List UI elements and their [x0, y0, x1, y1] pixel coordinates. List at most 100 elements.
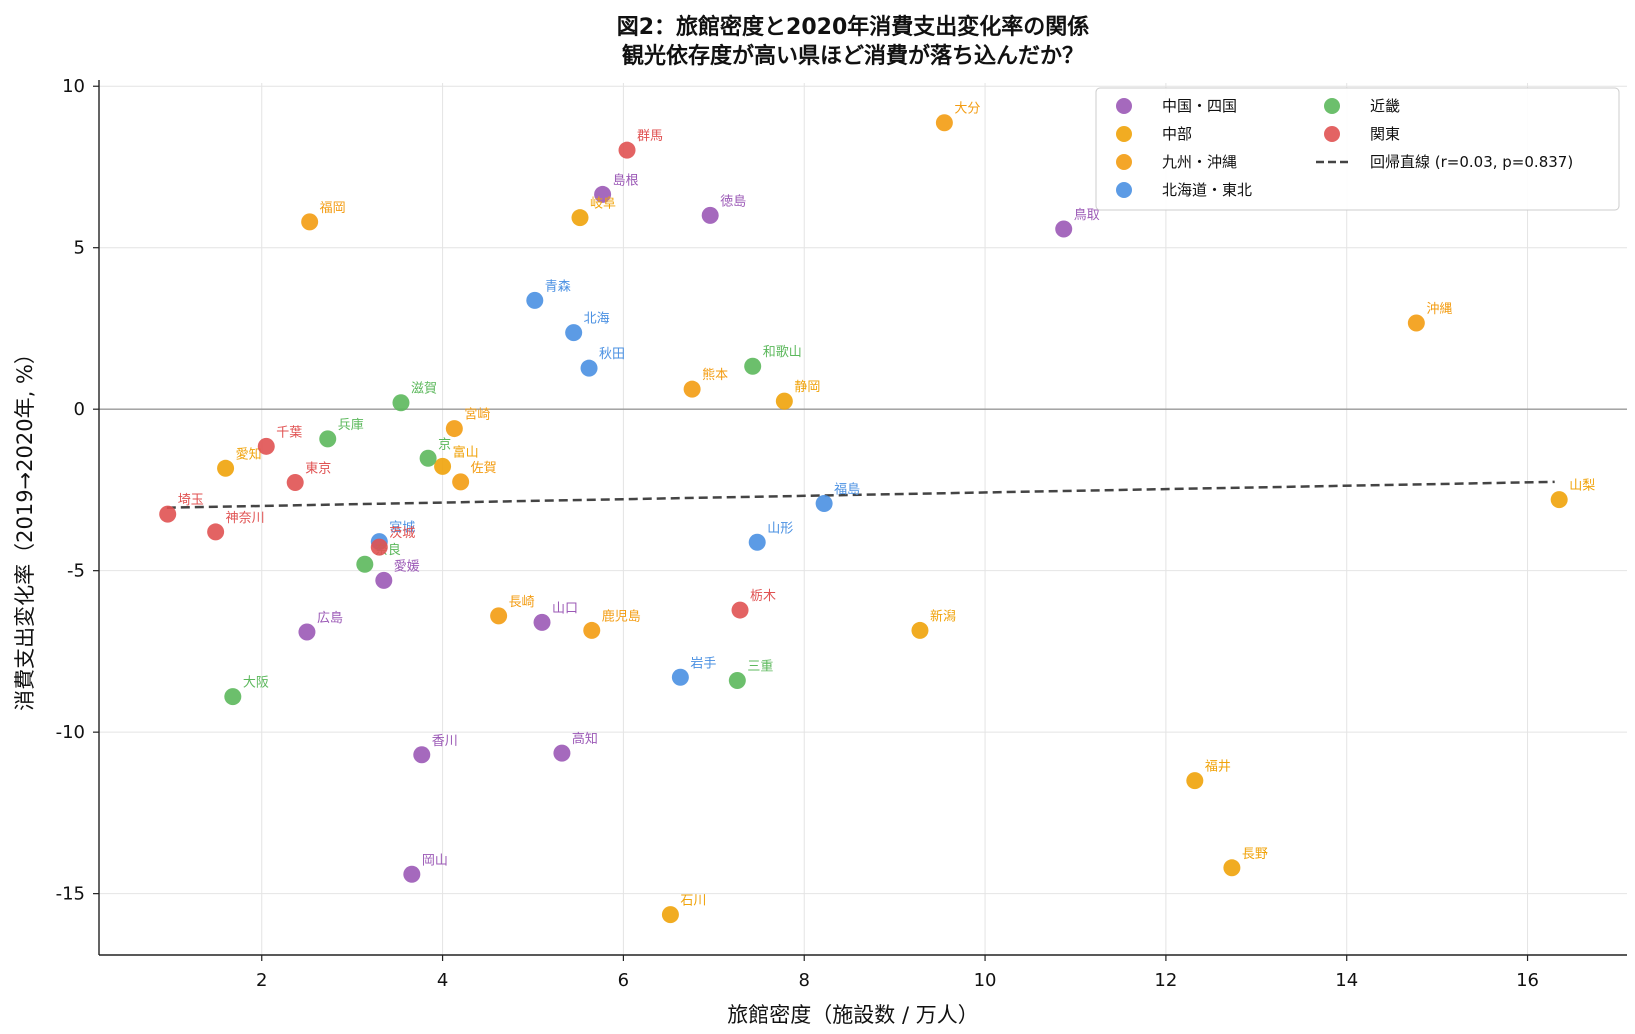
x-tick-label: 8 — [799, 970, 810, 991]
data-point-label: 高知 — [572, 731, 598, 747]
axes — [93, 80, 1627, 961]
data-point-label: 石川 — [680, 894, 706, 909]
data-point-label: 愛知 — [236, 446, 262, 462]
data-point-label: 沖縄 — [1426, 302, 1452, 317]
data-point — [392, 394, 410, 412]
data-point — [286, 474, 304, 492]
data-point — [217, 459, 235, 477]
data-point — [298, 623, 316, 641]
tick-labels: 2 4 6 8 10 12 14 16 10 5 0 -5 -10 -15 — [56, 76, 1539, 991]
y-tick-label: 0 — [74, 399, 85, 420]
data-point-label: 福島 — [834, 482, 860, 497]
data-point-label: 鹿児島 — [602, 608, 641, 624]
data-point-label: 三重 — [747, 658, 773, 674]
data-point — [301, 213, 319, 231]
data-point-label: 山形 — [767, 521, 793, 536]
data-point — [434, 457, 452, 475]
data-point-label: 福岡 — [320, 201, 346, 216]
data-point-label: 神奈川 — [226, 511, 265, 526]
legend-label: 北海道・東北 — [1162, 181, 1252, 199]
data-point — [553, 744, 571, 762]
data-point — [370, 538, 388, 556]
data-point-label: 香川 — [432, 734, 458, 749]
legend-box — [1095, 87, 1620, 211]
data-point — [935, 114, 953, 132]
data-point-label: 茨城 — [389, 526, 415, 541]
data-point-label: 広島 — [317, 611, 343, 626]
data-point — [671, 668, 689, 686]
data-point-label: 新潟 — [930, 608, 956, 624]
data-point-label: 鳥取 — [1074, 208, 1100, 223]
data-point — [490, 607, 508, 625]
data-point-label: 千葉 — [276, 425, 302, 440]
chart-title: 図2：旅館密度と2020年消費支出変化率の関係 — [617, 14, 1090, 40]
data-point-label: 滋賀 — [411, 382, 437, 397]
data-point — [1186, 772, 1204, 790]
data-point-label: 岩手 — [690, 656, 716, 671]
data-point-label: 宮城 — [389, 520, 415, 536]
data-point — [661, 906, 679, 924]
legend-marker — [1324, 126, 1340, 142]
data-point-label: 秋田 — [599, 347, 625, 362]
data-point — [526, 291, 544, 309]
data-point — [224, 688, 242, 706]
legend-label: 近畿 — [1370, 97, 1400, 115]
data-point-label: 岡山 — [422, 853, 448, 868]
data-point — [594, 185, 612, 203]
data-point — [728, 671, 746, 689]
data-point — [565, 324, 583, 342]
data-point-label: 青森 — [545, 279, 571, 294]
data-point — [583, 621, 601, 639]
data-point — [159, 505, 177, 523]
data-point-label: 山口 — [552, 601, 578, 616]
data-point — [911, 621, 929, 639]
data-point — [533, 613, 551, 631]
data-point — [445, 420, 463, 438]
data-point — [403, 865, 421, 883]
data-point — [319, 430, 337, 448]
data-point — [731, 601, 749, 619]
data-point-label: 群馬 — [637, 129, 663, 144]
y-tick-label: -15 — [56, 884, 85, 905]
y-tick-label: 10 — [62, 76, 85, 97]
data-point — [1223, 859, 1241, 877]
data-point — [815, 494, 833, 512]
data-point — [1550, 491, 1568, 509]
data-point — [748, 533, 766, 551]
legend-marker — [1116, 126, 1132, 142]
legend-label: 中部 — [1162, 125, 1192, 143]
x-tick-label: 4 — [437, 970, 448, 991]
data-point — [775, 392, 793, 410]
data-point — [1407, 314, 1425, 332]
x-tick-label: 14 — [1335, 970, 1358, 991]
y-axis-label: 消費支出変化率（2019→2020年, %） — [13, 343, 37, 711]
data-point-label: 島根 — [613, 173, 639, 188]
legend-marker — [1116, 182, 1132, 198]
x-tick-label: 16 — [1516, 970, 1539, 991]
data-point — [1055, 220, 1073, 238]
data-point — [413, 746, 431, 764]
data-point — [257, 437, 275, 455]
x-tick-label: 12 — [1154, 970, 1177, 991]
data-point-label: 愛媛 — [394, 559, 420, 574]
data-point — [207, 523, 225, 541]
data-point-label: 宮崎 — [464, 407, 490, 423]
legend-marker — [1324, 98, 1340, 114]
y-tick-label: -5 — [67, 561, 85, 582]
data-point-label: 兵庫 — [338, 418, 364, 433]
data-point-label: 栃木 — [750, 589, 776, 604]
data-point-label: 大分 — [954, 102, 980, 117]
data-point-label: 山梨 — [1569, 479, 1595, 494]
data-point — [452, 473, 470, 491]
regression-line — [166, 480, 1555, 509]
data-point-label: 東京 — [305, 461, 331, 477]
data-point — [356, 555, 374, 573]
data-point — [571, 209, 589, 227]
data-point-label: 和歌山 — [763, 345, 802, 360]
legend-label: 回帰直線 (r=0.03, p=0.837) — [1370, 153, 1573, 171]
data-point — [618, 141, 636, 159]
y-tick-label: -10 — [56, 722, 85, 743]
